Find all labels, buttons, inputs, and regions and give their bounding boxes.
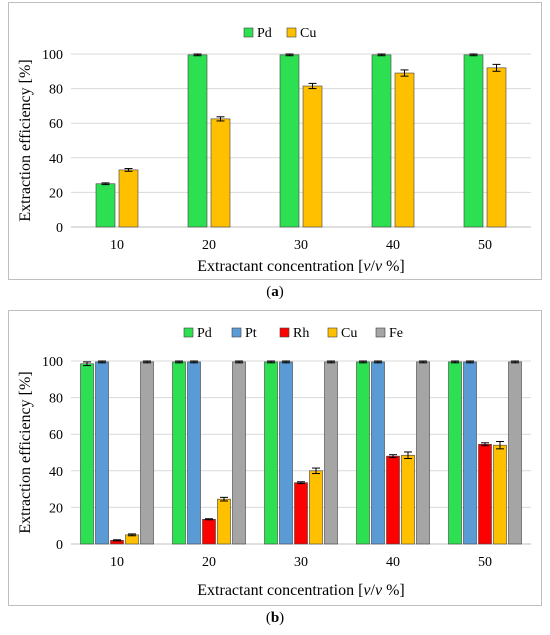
x-axis-label-part: v [363, 258, 371, 275]
bar-cu-20 [217, 498, 231, 545]
x-axis-label-part: Extractant concentration [ [197, 258, 363, 275]
y-tick-label: 40 [49, 465, 63, 480]
legend-swatch-pt [231, 327, 242, 338]
bar-cu-30 [302, 85, 323, 228]
bar-fe-30 [324, 361, 338, 545]
legend-label-pd: Pd [197, 326, 212, 341]
x-tick-label: 40 [386, 238, 400, 253]
x-axis-label-part: %] [382, 258, 405, 275]
x-axis-label: Extractant concentration [v/v %] [197, 582, 404, 599]
bar-pt-50 [463, 361, 477, 545]
legend-swatch-rh [279, 327, 290, 338]
bar-rh-20 [202, 518, 216, 545]
x-tick-label: 50 [478, 238, 492, 253]
legend: Pd Pt Rh Cu Fe [183, 326, 403, 341]
bar-fe-40 [416, 361, 430, 545]
bar-chart-b: Pd Pt Rh Cu Fe 0 20 40 60 80 100 10 20 30 40 50 Extracti… [17, 326, 531, 599]
legend-label-pd: Pd [257, 26, 272, 41]
bar-pt-20 [187, 361, 201, 545]
x-axis-label-part: %] [382, 582, 405, 599]
caption-b-letter: b [270, 610, 280, 626]
bar-cu-10 [118, 169, 139, 228]
y-tick-label: 20 [49, 501, 63, 516]
bar-fe-10 [140, 361, 154, 545]
x-tick-label: 40 [386, 555, 400, 570]
bar-cu-50 [486, 67, 507, 228]
y-tick-label: 100 [42, 355, 63, 370]
legend: Pd Cu [243, 26, 316, 41]
bar-pd-30 [279, 54, 300, 228]
y-axis-label: Extraction efficiency [%] [17, 371, 34, 533]
bar-pd-20 [187, 54, 208, 228]
x-axis-label-part: / [371, 582, 376, 599]
bar-rh-40 [386, 455, 400, 545]
x-tick-label: 30 [294, 555, 308, 570]
x-tick-label: 10 [110, 238, 124, 253]
bar-pd-50 [463, 54, 484, 228]
bar-pt-40 [371, 361, 385, 545]
legend-swatch-pd [243, 27, 254, 38]
legend-label-cu: Cu [341, 326, 357, 341]
y-tick-label: 80 [49, 83, 63, 98]
y-tick-label: 40 [49, 152, 63, 167]
bar-pt-10 [95, 361, 109, 545]
x-tick-label: 20 [202, 555, 216, 570]
y-tick-label: 0 [56, 538, 63, 553]
bar-cu-30 [309, 470, 323, 545]
bar-pt-30 [279, 361, 293, 545]
bar-pd-10 [95, 183, 116, 228]
bar-fe-20 [232, 361, 246, 545]
x-axis-label-part: / [371, 258, 376, 275]
x-axis-label-part: v [375, 258, 383, 275]
bar-cu-50 [493, 444, 507, 545]
x-tick-label: 50 [478, 555, 492, 570]
y-tick-label: 0 [56, 221, 63, 236]
y-tick-label: 60 [49, 428, 63, 443]
x-tick-label: 20 [202, 238, 216, 253]
bar-cu-40 [394, 72, 415, 228]
x-axis-label-part: Extractant concentration [ [197, 582, 363, 599]
bar-pd-10 [80, 363, 94, 545]
caption-a: (a) [266, 284, 284, 300]
bar-pd-40 [371, 54, 392, 228]
legend-label-pt: Pt [245, 326, 257, 341]
x-tick-label: 30 [294, 238, 308, 253]
x-tick-label: 10 [110, 555, 124, 570]
bar-pd-40 [356, 361, 370, 545]
y-tick-label: 60 [49, 117, 63, 132]
legend-swatch-cu [286, 27, 297, 38]
legend-label-cu: Cu [300, 26, 316, 41]
bar-chart-a: Pd Cu 0 20 40 60 80 100 10 20 30 40 50 Extraction eff… [17, 26, 531, 275]
legend-swatch-fe [375, 327, 386, 338]
y-tick-label: 20 [49, 186, 63, 201]
legend-swatch-pd [183, 327, 194, 338]
bar-cu-20 [210, 118, 231, 228]
caption-b: (b) [265, 610, 285, 626]
x-axis-label-part: v [363, 582, 371, 599]
y-tick-label: 80 [49, 392, 63, 407]
chart-panel-a: Pd Cu 0 20 40 60 80 100 10 20 30 40 50 Extraction eff… [8, 2, 542, 280]
legend-swatch-cu [327, 327, 338, 338]
chart-panel-b: Pd Pt Rh Cu Fe 0 20 40 60 80 100 10 20 30 40 50 Extracti… [8, 310, 542, 606]
legend-label-rh: Rh [293, 326, 309, 341]
bar-rh-30 [294, 482, 308, 545]
x-axis-label-part: v [375, 582, 383, 599]
caption-a-letter: a [271, 284, 279, 300]
y-tick-label: 100 [42, 48, 63, 63]
bar-pd-20 [172, 361, 186, 545]
x-axis-label: Extractant concentration [v/v %] [197, 258, 404, 275]
bar-pd-30 [264, 361, 278, 545]
y-axis-label: Extraction efficiency [%] [17, 59, 34, 221]
bar-cu-40 [401, 454, 415, 545]
bar-fe-50 [508, 361, 522, 545]
legend-label-fe: Fe [389, 326, 403, 341]
bar-rh-50 [478, 443, 492, 545]
bar-pd-50 [448, 361, 462, 545]
